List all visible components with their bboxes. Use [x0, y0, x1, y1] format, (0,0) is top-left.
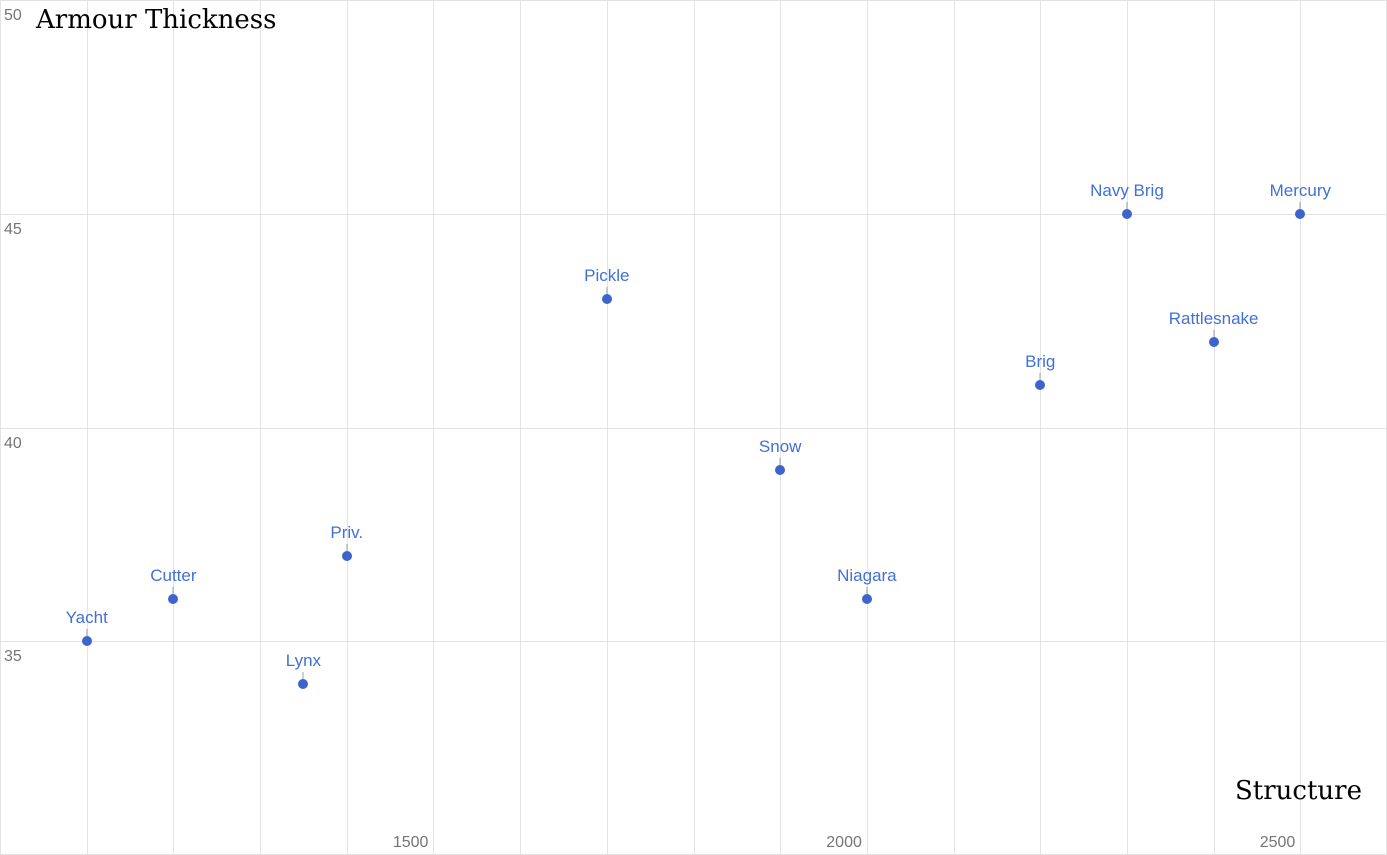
leader-line-lynx [302, 672, 304, 679]
point-label-yacht: Yacht [65, 608, 108, 628]
point-label-rattlesnake: Rattlesnake [1168, 309, 1259, 328]
leader-line-cutter [172, 586, 174, 594]
leader-line-niagara [866, 586, 868, 594]
y-tick-label-35: 35 [4, 648, 22, 666]
y-axis-title: Armour Thickness [36, 5, 277, 35]
point-lynx[interactable] [298, 679, 309, 689]
y-gridline-50 [0, 0, 1387, 1]
y-gridline-40 [0, 427, 1387, 429]
leader-line-navy-brig [1126, 201, 1128, 209]
y-tick-label-40: 40 [4, 434, 22, 452]
x-tick-label-2500: 2500 [1259, 834, 1296, 851]
point-label-niagara: Niagara [837, 565, 897, 585]
leader-line-rattlesnake [1213, 330, 1215, 337]
x-tick-label-2000: 2000 [826, 834, 862, 851]
point-label-priv: Priv. [330, 522, 364, 542]
point-brig[interactable] [1035, 379, 1046, 390]
point-label-mercury: Mercury [1269, 180, 1332, 200]
y-tick-label-45: 45 [4, 220, 22, 238]
y-tick-label-50: 50 [4, 7, 22, 24]
x-tick-label-1500: 1500 [392, 834, 429, 851]
point-yacht[interactable] [81, 636, 92, 647]
point-navy-brig[interactable] [1121, 208, 1132, 219]
y-gridline-35 [0, 641, 1387, 643]
point-snow[interactable] [775, 465, 786, 476]
point-label-pickle: Pickle [584, 266, 630, 286]
leader-line-yacht [86, 629, 88, 637]
leader-line-mercury [1299, 201, 1301, 209]
point-label-snow: Snow [758, 437, 802, 457]
point-pickle[interactable] [601, 294, 612, 305]
point-cutter[interactable] [168, 593, 179, 604]
point-label-cutter: Cutter [150, 565, 197, 585]
leader-line-brig [1039, 372, 1041, 380]
point-mercury[interactable] [1295, 208, 1306, 219]
point-label-brig: Brig [1025, 351, 1056, 371]
leader-line-snow [779, 458, 781, 466]
leader-line-priv [346, 543, 348, 551]
point-label-lynx: Lynx [285, 651, 322, 670]
point-niagara[interactable] [861, 593, 872, 604]
point-rattlesnake[interactable] [1208, 337, 1219, 347]
x-axis-title: Structure [1234, 776, 1362, 806]
y-gridline-45 [0, 213, 1387, 215]
point-label-navy-brig: Navy Brig [1090, 180, 1164, 200]
point-priv[interactable] [341, 550, 352, 561]
leader-line-pickle [606, 287, 608, 295]
